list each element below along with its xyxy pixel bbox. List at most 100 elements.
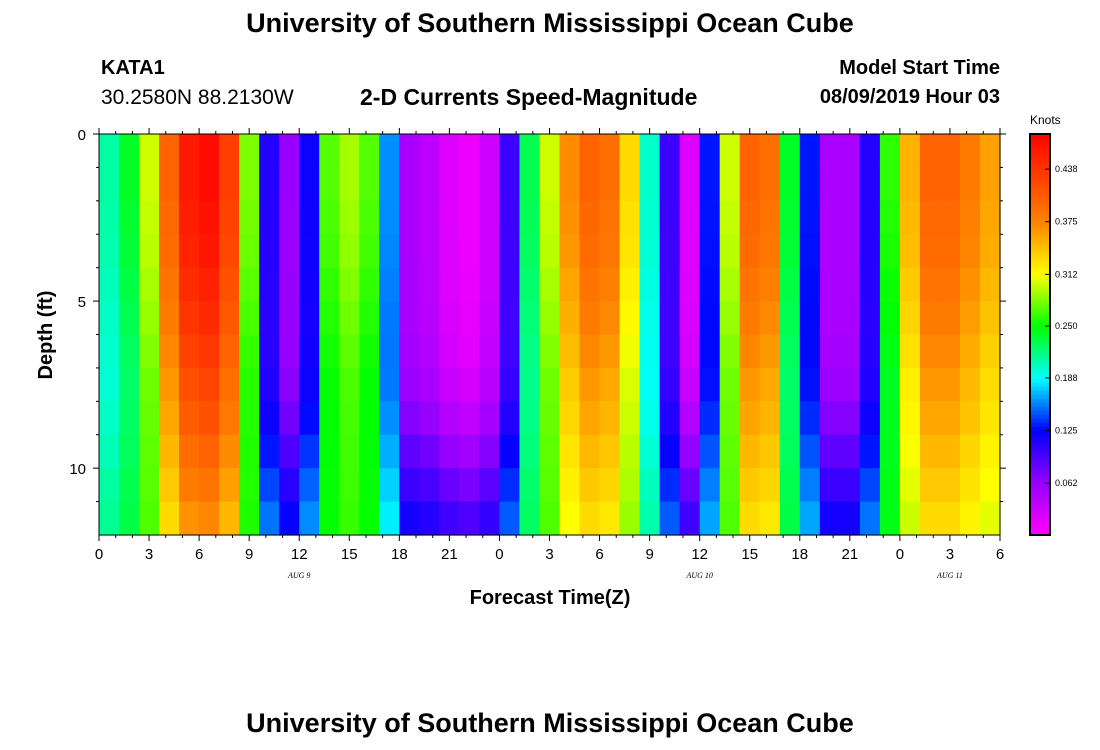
heatmap-cell: [979, 134, 1001, 169]
heatmap-cell: [679, 234, 701, 269]
heatmap-cell: [759, 468, 781, 503]
heatmap-cell: [519, 401, 541, 436]
heatmap-cell: [99, 134, 120, 169]
heatmap-cell: [579, 301, 601, 336]
heatmap-cell: [679, 468, 701, 503]
heatmap-cell: [199, 167, 220, 202]
heatmap-cell: [579, 468, 601, 503]
heatmap-cell: [159, 367, 180, 402]
colorbar-swatch: [1030, 174, 1050, 179]
heatmap-cell: [719, 200, 741, 235]
x-tick-label: 6: [195, 546, 203, 563]
heatmap-cell: [759, 501, 781, 536]
heatmap-cell: [439, 334, 460, 369]
heatmap-cell: [579, 367, 601, 402]
heatmap-cell: [139, 234, 160, 269]
heatmap-cell: [99, 301, 120, 336]
date-label: AUG 10: [685, 571, 712, 580]
heatmap-cell: [559, 468, 581, 503]
heatmap-cell: [799, 434, 821, 469]
x-tick-label: 0: [95, 546, 103, 563]
heatmap-cell: [939, 367, 961, 402]
colorbar-swatch: [1030, 166, 1050, 171]
heatmap-cell: [579, 234, 601, 269]
heatmap-cell: [579, 267, 601, 302]
colorbar-swatch: [1030, 406, 1050, 412]
heatmap-cell: [139, 334, 160, 369]
heatmap-cell: [679, 367, 701, 402]
heatmap-cell: [899, 301, 921, 336]
heatmap-cell: [359, 501, 380, 536]
colorbar-swatch: [1030, 366, 1050, 372]
heatmap-cell: [959, 167, 981, 202]
colorbar-swatch: [1030, 486, 1050, 492]
heatmap-cell: [639, 134, 661, 169]
station-id: KATA1: [101, 57, 165, 79]
heatmap-cell: [99, 267, 120, 302]
heatmap-cell: [239, 434, 260, 469]
heatmap-cell: [599, 434, 621, 469]
heatmap-cell: [819, 134, 841, 169]
heatmap-cell: [539, 267, 561, 302]
heatmap-cell: [319, 234, 340, 269]
heatmap-cell: [479, 367, 501, 402]
colorbar-swatch: [1030, 466, 1050, 472]
heatmap-cell: [799, 367, 821, 402]
heatmap-cell: [539, 468, 561, 503]
heatmap-cell: [239, 134, 260, 169]
heatmap-cell: [299, 468, 320, 503]
y-axis: 0 5 10: [69, 127, 1006, 503]
colorbar-swatch: [1030, 214, 1050, 219]
heatmap-cell: [779, 234, 801, 269]
colorbar-swatch: [1030, 282, 1050, 287]
heatmap-cell: [199, 234, 220, 269]
heatmap-cell: [319, 200, 340, 235]
heatmap-cell: [879, 134, 901, 169]
colorbar-swatch: [1030, 490, 1050, 496]
heatmap-cell: [959, 501, 981, 536]
heatmap-cell: [839, 434, 861, 469]
heatmap-cell: [139, 301, 160, 336]
x-tick-label: 3: [545, 546, 553, 563]
heatmap-cell: [179, 334, 200, 369]
heatmap-cell: [879, 167, 901, 202]
heatmap-cell: [979, 267, 1001, 302]
heatmap-cell: [899, 468, 921, 503]
heatmap-cell: [619, 167, 641, 202]
heatmap-cell: [339, 167, 360, 202]
heatmap-cell: [139, 167, 160, 202]
heatmap-cell: [639, 501, 661, 536]
heatmap-cell: [739, 334, 761, 369]
heatmap-cell: [879, 434, 901, 469]
colorbar-swatch: [1030, 250, 1050, 255]
heatmap-cell: [479, 267, 501, 302]
heatmap-cell: [499, 167, 521, 202]
page-title: University of Southern Mississippi Ocean…: [246, 8, 854, 38]
heatmap-cell: [879, 234, 901, 269]
heatmap-cell: [99, 501, 120, 536]
heatmap-cell: [759, 334, 781, 369]
heatmap-cell: [659, 134, 681, 169]
heatmap-cell: [519, 267, 541, 302]
heatmap-cell: [959, 134, 981, 169]
heatmap-cell: [179, 401, 200, 436]
heatmap-cell: [839, 501, 861, 536]
heatmap-cell: [439, 167, 460, 202]
colorbar-swatch: [1030, 502, 1050, 508]
heatmap-cell: [699, 234, 721, 269]
heatmap-cell: [979, 367, 1001, 402]
date-label: AUG 11: [936, 571, 963, 580]
heatmap-cell: [739, 434, 761, 469]
heatmap-cell: [919, 334, 941, 369]
heatmap-cell: [399, 367, 420, 402]
heatmap-cell: [719, 167, 741, 202]
heatmap-cell: [819, 501, 841, 536]
heatmap-cell: [419, 434, 440, 469]
heatmap-cell: [539, 401, 561, 436]
colorbar-swatch: [1030, 438, 1050, 444]
heatmap-cell: [439, 434, 460, 469]
heatmap-cell: [979, 234, 1001, 269]
heatmap-cell: [599, 200, 621, 235]
heatmap-cell: [219, 501, 240, 536]
heatmap-cell: [359, 367, 380, 402]
